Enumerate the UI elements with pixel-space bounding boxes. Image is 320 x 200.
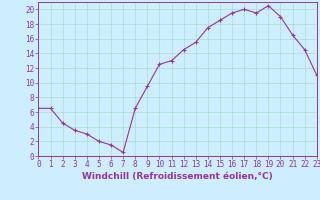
X-axis label: Windchill (Refroidissement éolien,°C): Windchill (Refroidissement éolien,°C) — [82, 172, 273, 181]
